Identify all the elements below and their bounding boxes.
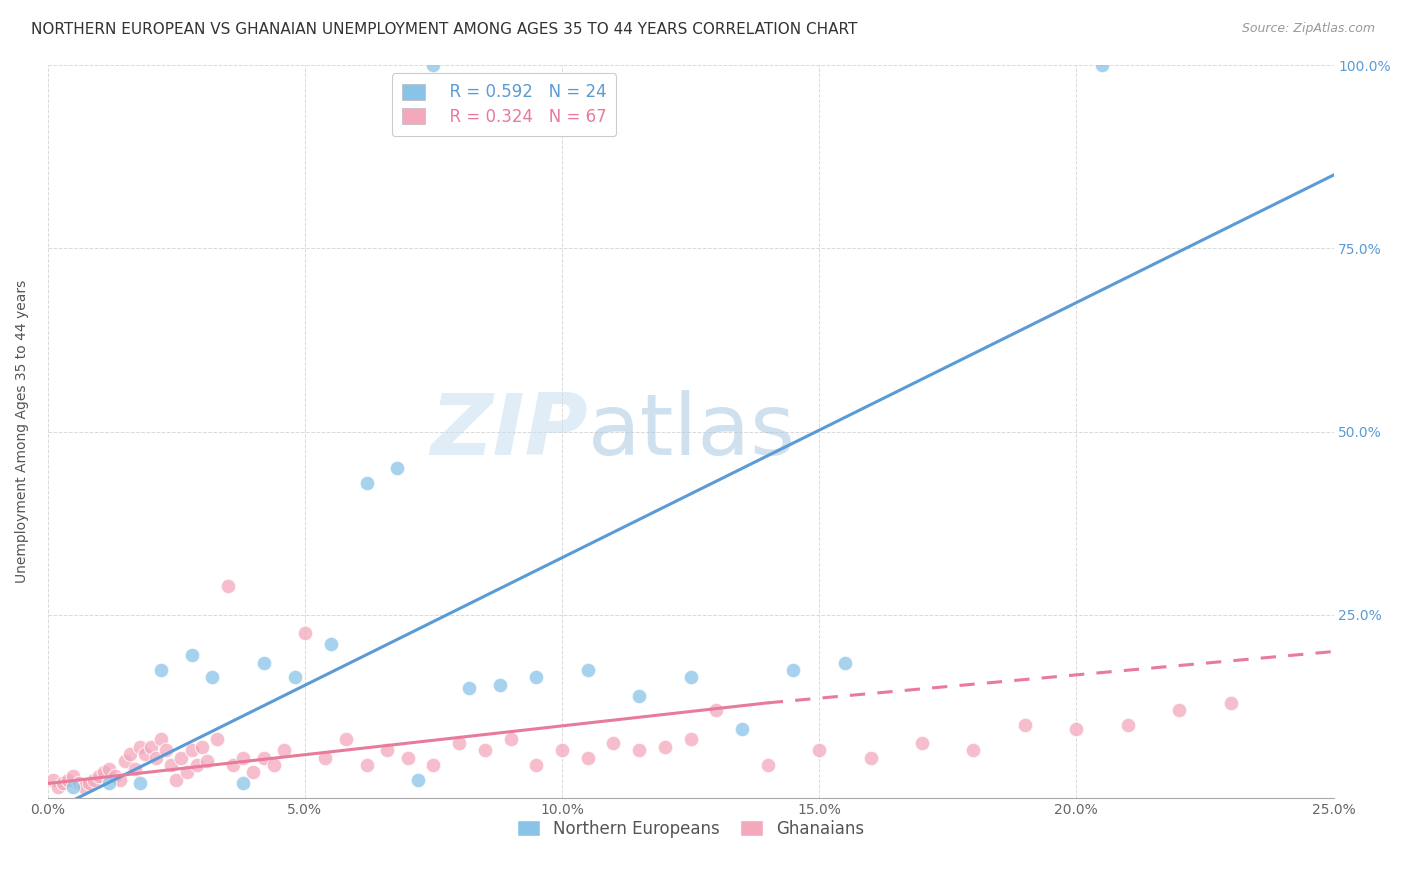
- Point: [406, 772, 429, 787]
- Point: [375, 743, 398, 757]
- Point: [704, 703, 727, 717]
- Point: [242, 765, 264, 780]
- Point: [139, 739, 162, 754]
- Point: [134, 747, 156, 761]
- Point: [396, 751, 419, 765]
- Point: [253, 656, 276, 670]
- Point: [222, 758, 245, 772]
- Point: [73, 780, 96, 794]
- Point: [201, 670, 224, 684]
- Point: [217, 578, 239, 592]
- Point: [232, 776, 254, 790]
- Point: [756, 758, 779, 772]
- Point: [108, 772, 131, 787]
- Point: [104, 769, 127, 783]
- Point: [145, 751, 167, 765]
- Point: [195, 755, 218, 769]
- Point: [93, 765, 115, 780]
- Point: [834, 656, 856, 670]
- Point: [524, 670, 547, 684]
- Point: [284, 670, 307, 684]
- Point: [98, 776, 121, 790]
- Point: [911, 736, 934, 750]
- Point: [180, 743, 202, 757]
- Point: [129, 776, 152, 790]
- Point: [118, 747, 141, 761]
- Point: [319, 637, 342, 651]
- Point: [1219, 696, 1241, 710]
- Point: [98, 762, 121, 776]
- Text: Source: ZipAtlas.com: Source: ZipAtlas.com: [1241, 22, 1375, 36]
- Point: [449, 736, 471, 750]
- Point: [180, 648, 202, 663]
- Point: [114, 755, 136, 769]
- Point: [155, 743, 177, 757]
- Point: [263, 758, 285, 772]
- Text: NORTHERN EUROPEAN VS GHANAIAN UNEMPLOYMENT AMONG AGES 35 TO 44 YEARS CORRELATION: NORTHERN EUROPEAN VS GHANAIAN UNEMPLOYME…: [31, 22, 858, 37]
- Point: [602, 736, 624, 750]
- Point: [294, 626, 316, 640]
- Point: [149, 663, 172, 677]
- Point: [207, 732, 229, 747]
- Point: [356, 475, 378, 490]
- Point: [1168, 703, 1191, 717]
- Point: [422, 58, 444, 72]
- Point: [1091, 58, 1114, 72]
- Point: [62, 780, 84, 794]
- Point: [628, 689, 651, 703]
- Point: [191, 739, 214, 754]
- Point: [165, 772, 187, 787]
- Point: [628, 743, 651, 757]
- Point: [422, 758, 444, 772]
- Point: [232, 751, 254, 765]
- Point: [731, 722, 754, 736]
- Point: [335, 732, 357, 747]
- Point: [129, 739, 152, 754]
- Point: [83, 772, 105, 787]
- Point: [170, 751, 193, 765]
- Point: [149, 732, 172, 747]
- Point: [314, 751, 336, 765]
- Point: [356, 758, 378, 772]
- Point: [186, 758, 208, 772]
- Point: [46, 780, 69, 794]
- Text: atlas: atlas: [588, 390, 796, 473]
- Point: [387, 461, 409, 475]
- Point: [458, 681, 481, 696]
- Point: [1066, 722, 1088, 736]
- Point: [489, 677, 512, 691]
- Point: [576, 663, 599, 677]
- Y-axis label: Unemployment Among Ages 35 to 44 years: Unemployment Among Ages 35 to 44 years: [15, 280, 30, 583]
- Legend: Northern Europeans, Ghanaians: Northern Europeans, Ghanaians: [510, 814, 872, 845]
- Point: [679, 670, 702, 684]
- Point: [1116, 718, 1139, 732]
- Point: [176, 765, 198, 780]
- Point: [124, 762, 146, 776]
- Point: [253, 751, 276, 765]
- Point: [576, 751, 599, 765]
- Point: [273, 743, 295, 757]
- Point: [1014, 718, 1036, 732]
- Point: [499, 732, 522, 747]
- Point: [62, 769, 84, 783]
- Point: [524, 758, 547, 772]
- Point: [551, 743, 574, 757]
- Point: [679, 732, 702, 747]
- Text: ZIP: ZIP: [430, 390, 588, 473]
- Point: [77, 776, 100, 790]
- Point: [962, 743, 984, 757]
- Point: [67, 776, 90, 790]
- Point: [52, 776, 75, 790]
- Point: [160, 758, 183, 772]
- Point: [474, 743, 496, 757]
- Point: [42, 772, 65, 787]
- Point: [654, 739, 676, 754]
- Point: [58, 772, 80, 787]
- Point: [782, 663, 804, 677]
- Point: [89, 769, 111, 783]
- Point: [808, 743, 831, 757]
- Point: [859, 751, 882, 765]
